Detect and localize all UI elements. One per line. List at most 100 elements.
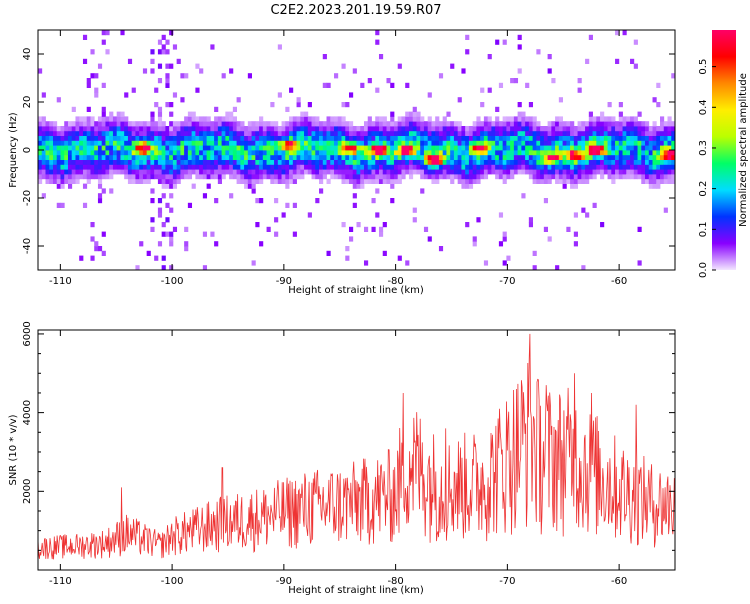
- heatmap-cell: [461, 130, 466, 136]
- heatmap-cell: [435, 130, 440, 136]
- heatmap-cell: [277, 164, 282, 170]
- heatmap-cell: [600, 135, 605, 141]
- heatmap-cell: [165, 183, 170, 189]
- heatmap-cell: [420, 145, 425, 151]
- heatmap-cell: [360, 159, 365, 165]
- heatmap-cell: [206, 145, 211, 151]
- heatmap-cell: [498, 135, 504, 141]
- heatmap-cell: [142, 154, 148, 160]
- heatmap-cell: [532, 154, 537, 160]
- heatmap-cell: [240, 140, 245, 146]
- heatmap-cell: [543, 154, 548, 160]
- heatmap-cell: [375, 145, 380, 151]
- heatmap-cell: [435, 145, 440, 151]
- heatmap-cell: [229, 135, 234, 141]
- heatmap-cell: [97, 183, 103, 189]
- heatmap-cell: [461, 68, 466, 74]
- heatmap-cell: [202, 130, 208, 136]
- heatmap-cell: [577, 87, 582, 93]
- heatmap-cell: [349, 226, 354, 232]
- heatmap-cell: [199, 174, 204, 180]
- heatmap-cell: [371, 169, 376, 175]
- heatmap-cell: [169, 154, 174, 160]
- heatmap-cell: [195, 135, 200, 141]
- heatmap-cell: [611, 150, 616, 156]
- heatmap-cell: [637, 130, 642, 136]
- heatmap-cell: [307, 130, 312, 136]
- heatmap-cell: [38, 174, 43, 180]
- heatmap-cell: [435, 135, 440, 141]
- heatmap-cell: [506, 121, 511, 127]
- heatmap-cell: [266, 159, 271, 165]
- heatmap-cell: [671, 73, 675, 79]
- heatmap-cell: [393, 164, 399, 170]
- heatmap-cell: [566, 169, 571, 175]
- heatmap-cell: [124, 121, 129, 127]
- heatmap-cell: [588, 140, 593, 146]
- heatmap-cell: [633, 135, 638, 141]
- heatmap-cell: [363, 159, 369, 165]
- heatmap-cell: [656, 130, 661, 136]
- heatmap-cell: [236, 164, 241, 170]
- heatmap-cell: [247, 121, 252, 127]
- heatmap-cell: [476, 145, 481, 151]
- heatmap-cell: [45, 130, 50, 136]
- heatmap-cell: [184, 154, 189, 160]
- heatmap-cell: [56, 154, 61, 160]
- heatmap-cell: [360, 82, 365, 88]
- heatmap-cell: [453, 135, 459, 141]
- heatmap-cell: [412, 106, 417, 112]
- heatmap-cell: [543, 174, 548, 180]
- heatmap-cell: [274, 231, 279, 237]
- heatmap-cell: [615, 164, 620, 170]
- heatmap-cell: [592, 145, 597, 151]
- heatmap-cell: [390, 198, 395, 204]
- heatmap-cell: [322, 154, 327, 160]
- heatmap-cell: [97, 135, 103, 141]
- heatmap-cell: [109, 126, 114, 132]
- heatmap-cell: [199, 116, 204, 122]
- heatmap-cell: [375, 130, 380, 136]
- heatmap-cell: [468, 126, 474, 132]
- heatmap-cell: [202, 169, 208, 175]
- heatmap-xlabel: Height of straight line (km): [288, 285, 424, 296]
- heatmap-cell: [127, 145, 133, 151]
- heatmap-cell: [334, 159, 339, 165]
- heatmap-cell: [334, 126, 339, 132]
- heatmap-cell: [97, 126, 103, 132]
- heatmap-cell: [555, 265, 560, 270]
- heatmap-cell: [607, 121, 612, 127]
- heatmap-cell: [592, 121, 597, 127]
- heatmap-cell: [573, 150, 578, 156]
- heatmap-cell: [187, 116, 193, 122]
- heatmap-cell: [281, 154, 286, 160]
- heatmap-cell: [532, 145, 537, 151]
- heatmap-cell: [169, 145, 174, 151]
- heatmap-cell: [161, 159, 166, 165]
- heatmap-cell: [671, 130, 675, 136]
- heatmap-cell: [611, 164, 616, 170]
- heatmap-cell: [648, 126, 653, 132]
- heatmap-cell: [120, 154, 125, 160]
- heatmap-cell: [236, 140, 241, 146]
- heatmap-cell: [124, 154, 129, 160]
- heatmap-cell: [161, 231, 166, 237]
- heatmap-cell: [588, 126, 593, 132]
- heatmap-cell: [521, 145, 526, 151]
- heatmap-cell: [86, 130, 91, 136]
- heatmap-cell: [438, 135, 444, 141]
- heatmap-cell: [157, 49, 163, 55]
- heatmap-cell: [97, 174, 103, 180]
- heatmap-cell: [270, 169, 275, 175]
- heatmap-cell: [356, 145, 361, 151]
- heatmap-cell: [408, 116, 414, 122]
- heatmap-cell: [139, 178, 144, 184]
- heatmap-cell: [169, 140, 174, 146]
- heatmap-cell: [453, 169, 459, 175]
- heatmap-cell: [150, 164, 155, 170]
- heatmap-cell: [352, 164, 357, 170]
- heatmap-cell: [315, 174, 320, 180]
- heatmap-cell: [510, 78, 515, 84]
- heatmap-cell: [453, 121, 459, 127]
- heatmap-cell: [154, 126, 159, 132]
